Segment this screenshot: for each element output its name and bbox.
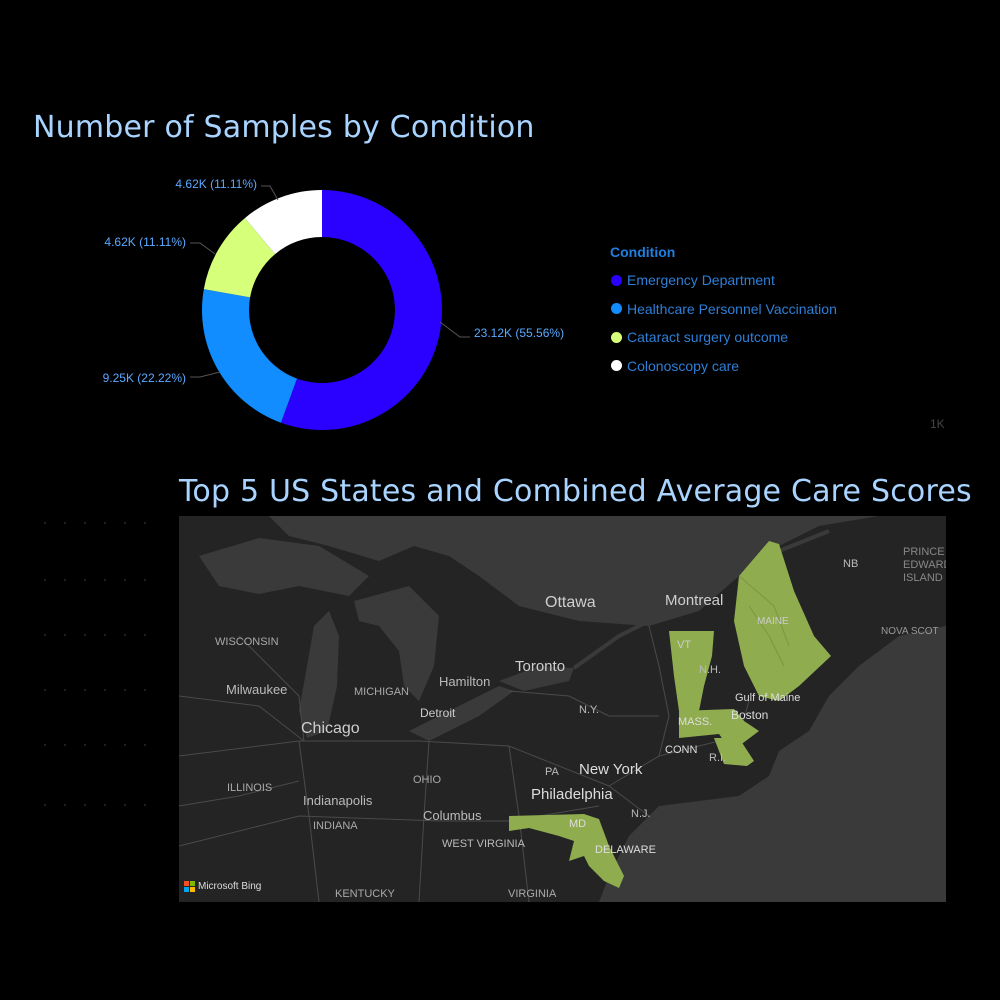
donut-slice[interactable]	[203, 218, 276, 298]
map-place-label: N.H.	[699, 664, 721, 676]
map-place-label: N.J.	[631, 808, 651, 820]
legend-item[interactable]: Colonoscopy care	[610, 352, 837, 381]
legend-label: Healthcare Personnel Vaccination	[627, 300, 837, 317]
legend-item[interactable]: Healthcare Personnel Vaccination	[610, 295, 837, 324]
lake-huron	[354, 586, 439, 701]
microsoft-logo-icon	[184, 881, 195, 892]
state-internal-borders	[738, 575, 790, 667]
state-maine[interactable]	[734, 541, 831, 701]
map-place-label: Chicago	[301, 720, 360, 737]
bing-attribution: Microsoft Bing	[184, 881, 261, 892]
map-place-label: Hamilton	[439, 674, 491, 689]
map-place-label: Gulf of Maine	[735, 692, 801, 704]
map-place-label: Montreal	[665, 592, 724, 609]
data-label: 9.25K (22.22%)	[103, 371, 186, 385]
map-place-label: Boston	[731, 708, 769, 722]
map-place-label: N.Y.	[579, 704, 599, 716]
map-place-label: DELAWARE	[595, 844, 656, 856]
map-place-label: WEST VIRGINIA	[442, 838, 525, 850]
state-connecticut[interactable]	[714, 738, 754, 766]
map-place-label: ILLINOIS	[227, 782, 273, 794]
legend-marker-icon	[611, 303, 622, 315]
map-place-label: PA	[545, 766, 559, 778]
legend-marker-icon	[611, 331, 622, 343]
donut-legend: Condition Emergency Department Healthcare…	[610, 244, 837, 380]
data-label: 4.62K (11.11%)	[175, 177, 257, 191]
leader-line	[261, 185, 279, 201]
map-place-label: MAINE	[757, 616, 789, 627]
leader-line	[190, 242, 216, 255]
map-place-label: Philadelphia	[531, 786, 613, 803]
map-place-label: EDWARD	[903, 559, 946, 571]
donut-chart-title: Number of Samples by Condition	[33, 110, 535, 145]
map-place-label: INDIANA	[313, 820, 358, 832]
data-label: 23.12K (55.56%)	[474, 326, 564, 340]
legend-label: Emergency Department	[627, 272, 775, 289]
map-place-label: VT	[677, 639, 692, 651]
lake-ontario	[499, 666, 574, 691]
attribution-text: Microsoft Bing	[198, 881, 262, 892]
map-place-label: OHIO	[413, 774, 442, 786]
state-vermont[interactable]	[669, 631, 714, 711]
map-place-label: Columbus	[423, 808, 482, 823]
map-place-label: MD	[569, 818, 587, 830]
lake-michigan	[299, 611, 339, 738]
map-place-label: Indianapolis	[303, 793, 373, 808]
lake-superior	[199, 538, 369, 596]
map-roads	[179, 625, 750, 902]
map-place-label: PRINCE	[903, 546, 945, 558]
state-maryland[interactable]	[509, 814, 624, 888]
donut-slice[interactable]	[202, 289, 298, 423]
map-place-label: Ottawa	[545, 594, 596, 611]
map-place-label: MASS.	[678, 716, 713, 728]
map-place-label: Detroit	[420, 706, 456, 720]
legend-item[interactable]: Emergency Department	[610, 266, 837, 295]
leader-line	[190, 371, 221, 378]
map-place-label: Milwaukee	[226, 682, 288, 697]
map-place-label: NOVA SCOT	[881, 626, 939, 637]
legend-item[interactable]: Cataract surgery outcome	[610, 323, 837, 352]
map-place-label: Toronto	[515, 658, 566, 675]
legend-label: Colonoscopy care	[627, 357, 740, 374]
leader-line	[439, 321, 470, 338]
highlighted-states[interactable]	[509, 541, 831, 888]
legend-marker-icon	[611, 274, 622, 286]
map-place-label: New York	[579, 761, 643, 778]
axis-fragment-label: 1K	[930, 417, 945, 431]
lake-erie	[409, 686, 514, 741]
donut-slice[interactable]	[244, 190, 322, 255]
map-place-label: VIRGINIA	[508, 888, 557, 900]
map-place-label: KENTUCKY	[335, 888, 395, 900]
map-place-label: NB	[843, 558, 859, 570]
legend-title: Condition	[610, 244, 676, 260]
legend-label: Cataract surgery outcome	[627, 329, 789, 346]
background-dot-grid	[44, 522, 146, 806]
legend-marker-icon	[611, 360, 622, 372]
map-title: Top 5 US States and Combined Average Car…	[179, 474, 972, 509]
donut-slice[interactable]	[280, 190, 442, 430]
st-lawrence-river	[572, 529, 830, 670]
map-place-label: MICHIGAN	[354, 686, 409, 698]
state-massachusetts[interactable]	[679, 709, 759, 746]
map-canvas[interactable]	[179, 516, 946, 902]
filled-map[interactable]: NB PRINCEEDWARDISLAND Ottawa Montreal MAINE N…	[179, 516, 946, 902]
donut-chart[interactable]: 23.12K (55.56%) 9.25K (22.22%) 4.62K (11.1…	[0, 150, 600, 450]
map-place-label: ISLAND	[903, 572, 943, 584]
map-place-label: R.I.	[709, 752, 727, 764]
map-place-label: WISCONSIN	[215, 636, 279, 648]
map-place-label: CONN	[665, 744, 698, 756]
data-label: 4.62K (11.11%)	[104, 235, 186, 249]
